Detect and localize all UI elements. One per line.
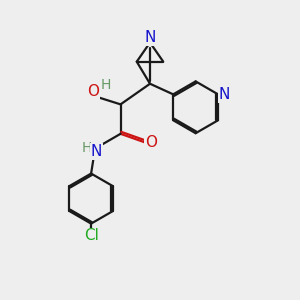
Text: N: N (90, 144, 102, 159)
Text: N: N (144, 30, 156, 45)
Text: O: O (145, 135, 157, 150)
Text: N: N (219, 87, 230, 102)
Text: Cl: Cl (84, 229, 98, 244)
Text: H: H (100, 78, 111, 92)
Text: H: H (82, 141, 92, 155)
Text: O: O (87, 85, 99, 100)
